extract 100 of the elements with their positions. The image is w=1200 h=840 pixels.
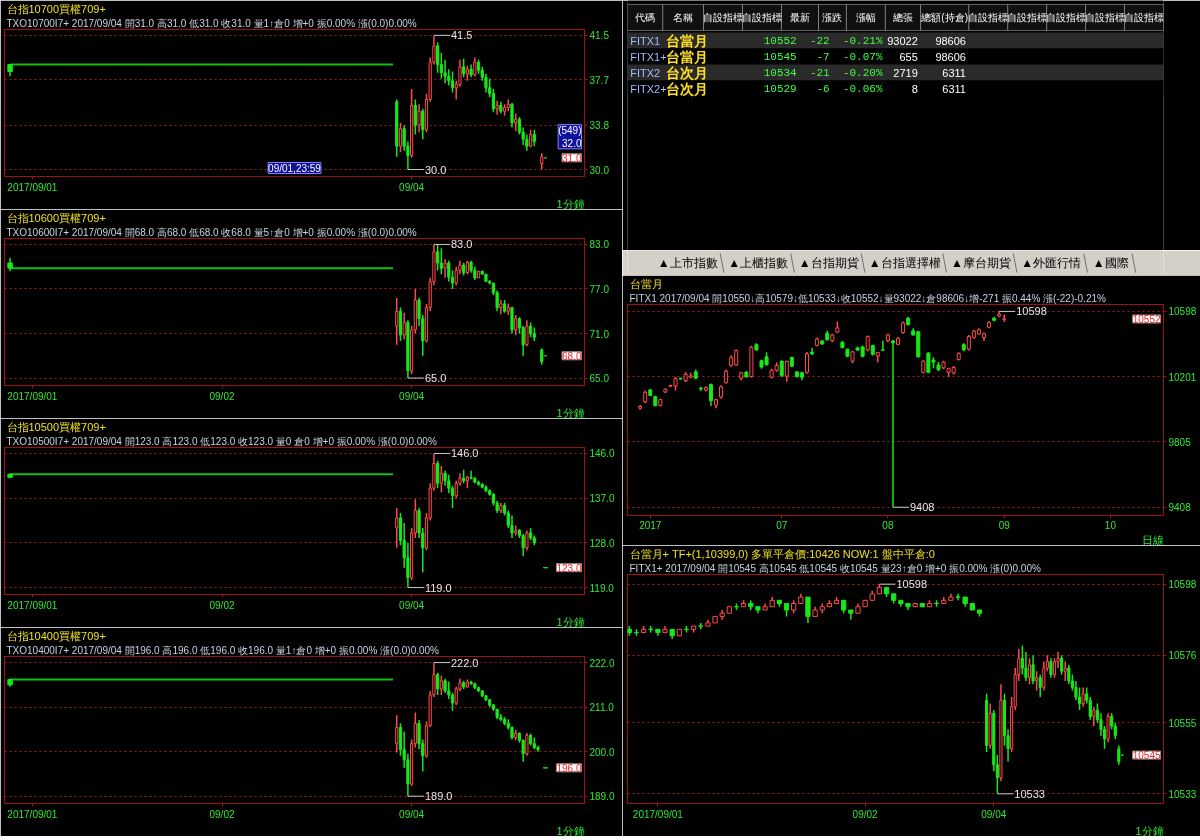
x-axis-title: 日線 bbox=[1141, 533, 1164, 546]
x-tick-label: 09/02 bbox=[209, 390, 235, 402]
y-tick-label: 222.0 bbox=[589, 657, 615, 669]
annotation: 09/01,23:59 bbox=[268, 162, 322, 174]
candlestick bbox=[1027, 657, 1032, 685]
x-tick-label: 09/04 bbox=[981, 808, 1007, 820]
candlestick bbox=[439, 674, 443, 696]
y-tick-label: 9805 bbox=[1168, 436, 1192, 448]
text: 10545 -7 -0.07% bbox=[763, 50, 883, 63]
category-label: 自設指標 bbox=[1124, 12, 1165, 23]
y-tick-label: 200.0 bbox=[589, 746, 615, 758]
x-tick-label: 2017/09/01 bbox=[7, 808, 58, 820]
category-label: 名稱 bbox=[673, 12, 694, 23]
annotation: 146.0 bbox=[450, 447, 479, 460]
chart-subtitle: FITX1 2017/09/04 開10550↓高10579↓低10533↓收10552↓量93022↓倉98606↓增-271 振0.44% 漲(-22)-0.21% bbox=[629, 292, 1107, 304]
y-tick-label: 37.7 bbox=[589, 74, 610, 86]
annotation: 65.0 bbox=[424, 372, 447, 385]
text: FITX1+ bbox=[630, 50, 667, 63]
text: 93022 bbox=[887, 34, 918, 47]
candlestick bbox=[417, 103, 421, 133]
category-label: ▲國際 bbox=[1092, 256, 1129, 270]
text: 台當月 bbox=[665, 32, 708, 49]
x-tick-label: 09/04 bbox=[399, 181, 425, 193]
text: 8 bbox=[911, 82, 918, 95]
category-label: 代碼 bbox=[634, 12, 656, 23]
category-label: 總張 bbox=[891, 12, 913, 23]
candlestick bbox=[439, 465, 443, 493]
text: 台次月 bbox=[665, 80, 708, 97]
chart-subtitle: TXO10400I7+ 2017/09/04 開196.0 高196.0 低196.0 收196.0 量1↑倉0 增+0 振0.00% 漲(0.0)0.00% bbox=[6, 644, 440, 656]
text: FITX2 bbox=[630, 66, 661, 79]
category-label: 自設指標 bbox=[1007, 12, 1048, 23]
annotation: 196.0 bbox=[556, 762, 582, 774]
x-tick-label: 08 bbox=[882, 519, 894, 531]
text: 655 bbox=[899, 50, 918, 63]
category-label: ▲台指選擇權 bbox=[868, 256, 941, 270]
chart-subtitle: TXO10700I7+ 2017/09/04 開31.0 高31.0 低31.0 收31.0 量1↑倉0 增+0 振0.00% 漲(0.0)0.00% bbox=[6, 17, 417, 29]
x-tick-label: 09 bbox=[998, 519, 1011, 531]
x-tick-label: 2017/09/01 bbox=[7, 599, 58, 611]
x-tick-label: 09/04 bbox=[399, 390, 425, 402]
candlestick bbox=[454, 265, 458, 287]
candlestick bbox=[1081, 686, 1085, 708]
annotation: 10545 bbox=[1132, 750, 1161, 762]
y-tick-label: 41.5 bbox=[589, 30, 610, 42]
candlestick bbox=[525, 529, 529, 552]
chart-subtitle: TXO10600I7+ 2017/09/04 開68.0 高68.0 低68.0 收68.0 量5↑倉0 增+0 振0.00% 漲(0.0)0.00% bbox=[6, 226, 417, 238]
chart-subtitle: FITX1+ 2017/09/04 開10545 高10545 低10545 收10545 量23↑倉0 增+0 振0.00% 漲(0)0.00% bbox=[629, 562, 1041, 574]
candlestick bbox=[1106, 712, 1110, 743]
x-axis-title: 1分鐘 bbox=[556, 615, 585, 628]
x-tick-label: 2017 bbox=[639, 519, 662, 531]
candlestick bbox=[1002, 313, 1007, 323]
chart-title: 台指10700買權709+ bbox=[6, 2, 106, 15]
x-tick-label: 10 bbox=[1104, 519, 1117, 531]
y-tick-label: 65.0 bbox=[589, 373, 610, 385]
candlestick bbox=[880, 339, 885, 352]
annotation: 123.0 bbox=[556, 562, 582, 574]
x-tick-label: 09/04 bbox=[399, 599, 425, 611]
candlestick bbox=[395, 98, 399, 158]
x-tick-label: 2017/09/01 bbox=[7, 181, 58, 193]
annotation: 68.0 bbox=[562, 350, 582, 362]
y-tick-label: 71.0 bbox=[589, 328, 610, 340]
y-tick-label: 10598 bbox=[1168, 306, 1197, 318]
candlestick bbox=[402, 311, 406, 341]
candlestick bbox=[804, 351, 810, 375]
annotation: 222.0 bbox=[450, 656, 479, 669]
y-tick-label: 189.0 bbox=[589, 791, 615, 803]
x-tick-label: 2017/09/01 bbox=[632, 808, 684, 820]
x-tick-label: 09/02 bbox=[209, 808, 235, 820]
annotation: 10598 bbox=[896, 578, 928, 591]
category-label: 最新 bbox=[789, 12, 810, 23]
y-tick-label: 146.0 bbox=[589, 448, 615, 460]
category-label: 自設指標 bbox=[703, 12, 744, 23]
chart-title: 台指10500買權709+ bbox=[6, 420, 106, 433]
text: 10552 -22 -0.21% bbox=[763, 34, 883, 47]
category-label: ▲上櫃指數 bbox=[728, 256, 789, 270]
annotation: 10552 bbox=[1132, 313, 1161, 325]
candlestick bbox=[395, 297, 399, 346]
text: FITX2+ bbox=[630, 82, 667, 95]
text: FITX1 bbox=[630, 34, 661, 47]
y-tick-label: 83.0 bbox=[589, 239, 610, 251]
x-axis-title: 1分鐘 bbox=[556, 197, 585, 210]
category-label: ▲外匯行情 bbox=[1021, 256, 1082, 270]
category-label: 自設指標 bbox=[1085, 12, 1126, 23]
category-label: 漲跌 bbox=[822, 12, 843, 23]
text: 2719 bbox=[893, 66, 918, 79]
candlestick bbox=[784, 359, 789, 383]
category-label: ▲摩台期貨 bbox=[950, 256, 1011, 270]
annotation: 189.0 bbox=[424, 790, 453, 803]
candlestick bbox=[514, 314, 518, 336]
y-tick-label: 9408 bbox=[1168, 502, 1192, 514]
annotation: 10598 bbox=[1016, 305, 1047, 318]
x-axis-title: 1分鐘 bbox=[556, 824, 585, 837]
y-tick-label: 119.0 bbox=[589, 582, 615, 594]
x-axis-title: 1分鐘 bbox=[556, 406, 585, 419]
chart-title: 台指10600買權709+ bbox=[6, 211, 106, 224]
y-tick-label: 77.0 bbox=[589, 283, 610, 295]
category-label: 自設指標 bbox=[968, 12, 1009, 23]
y-tick-label: 211.0 bbox=[589, 702, 615, 714]
candlestick bbox=[1092, 705, 1096, 727]
chart-title: 台當月 bbox=[629, 277, 663, 290]
candlestick bbox=[443, 258, 447, 279]
